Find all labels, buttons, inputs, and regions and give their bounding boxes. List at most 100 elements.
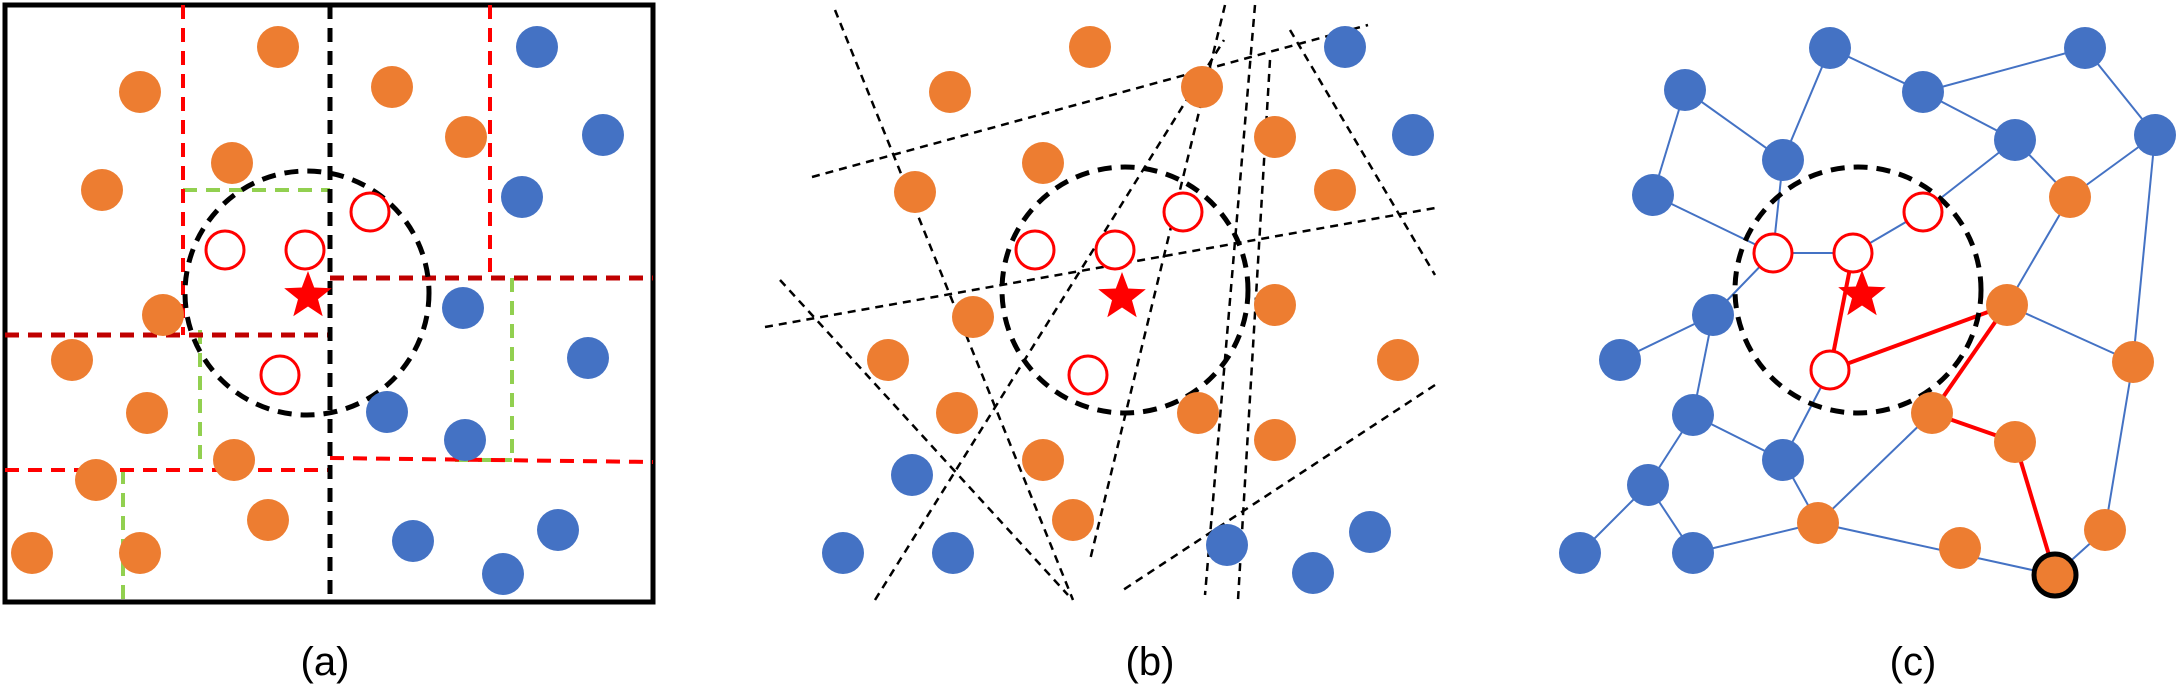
blue-data-point (516, 26, 558, 68)
blue-data-point (1349, 511, 1391, 553)
orange-data-point (929, 71, 971, 113)
orange-data-point (936, 392, 978, 434)
blue-data-point (482, 553, 524, 595)
hollow-red-circle-icon (1902, 191, 1944, 233)
blue-data-point (537, 509, 579, 551)
blue-graph-node (1762, 439, 1804, 481)
panel-a (2, 2, 656, 605)
orange-data-point (1314, 169, 1356, 211)
partition-line-red (329, 456, 654, 464)
blue-graph-node (2064, 27, 2106, 69)
orange-data-point (867, 339, 909, 381)
orange-data-point (1254, 419, 1296, 461)
orange-data-point (213, 439, 255, 481)
blue-data-point (1392, 114, 1434, 156)
graph-edge (2132, 134, 2156, 363)
search-radius-circle (182, 168, 432, 418)
blue-graph-node (1632, 174, 1674, 216)
orange-data-point (1022, 142, 1064, 184)
blue-data-point (1206, 524, 1248, 566)
orange-data-point (75, 459, 117, 501)
entry-graph-node (2031, 551, 2079, 599)
graph-edge (1922, 47, 2086, 93)
blue-graph-node (1627, 464, 1669, 506)
hollow-red-circle-icon (204, 229, 246, 271)
orange-data-point (894, 171, 936, 213)
orange-graph-node (2112, 341, 2154, 383)
search-path-edge (1930, 303, 2009, 415)
graph-edge (1692, 522, 1819, 554)
orange-data-point (126, 392, 168, 434)
blue-data-point (1292, 552, 1334, 594)
caption-b: (b) (1126, 640, 1175, 684)
orange-graph-node (1797, 502, 1839, 544)
blue-data-point (501, 176, 543, 218)
red-star-icon (1838, 270, 1886, 316)
hollow-red-circle-icon (1067, 354, 1109, 396)
orange-data-point (1069, 26, 1111, 68)
orange-data-point (119, 71, 161, 113)
blue-data-point (582, 114, 624, 156)
blue-data-point (366, 391, 408, 433)
orange-data-point (119, 532, 161, 574)
graph-edge (2104, 361, 2134, 531)
blue-graph-node (1692, 294, 1734, 336)
graph-edge (1817, 412, 1933, 524)
blue-graph-node (1672, 394, 1714, 436)
orange-data-point (1254, 284, 1296, 326)
orange-data-point (51, 339, 93, 381)
hyperplane-line (811, 23, 1369, 179)
blue-graph-node (1599, 339, 1641, 381)
hollow-red-circle-icon (1809, 349, 1851, 391)
blue-graph-node (1994, 119, 2036, 161)
caption-c: (c) (1890, 640, 1937, 684)
panel-c (1559, 27, 2176, 599)
blue-graph-node (2134, 114, 2176, 156)
orange-data-point (1177, 392, 1219, 434)
blue-data-point (822, 532, 864, 574)
caption-a: (a) (301, 640, 350, 684)
orange-data-point (952, 296, 994, 338)
blue-graph-node (1664, 69, 1706, 111)
hollow-red-circle-icon (1094, 229, 1136, 271)
orange-data-point (257, 26, 299, 68)
orange-data-point (247, 499, 289, 541)
hyperplane-line (873, 39, 1226, 601)
orange-graph-node (1939, 527, 1981, 569)
hyperplane-line (1088, 4, 1227, 561)
graph-edge (2006, 304, 2134, 363)
orange-data-point (371, 66, 413, 108)
blue-data-point (392, 520, 434, 562)
hollow-red-circle-icon (349, 191, 391, 233)
hyperplane-line (1122, 383, 1436, 592)
orange-data-point (142, 294, 184, 336)
hollow-red-circle-icon (1832, 232, 1874, 274)
blue-data-point (932, 532, 974, 574)
graph-edge (1817, 522, 2056, 576)
hollow-red-circle-icon (1014, 229, 1056, 271)
red-star-icon (284, 271, 332, 317)
orange-data-point (1254, 116, 1296, 158)
panel-b (764, 4, 1437, 601)
orange-graph-node (1911, 392, 1953, 434)
orange-data-point (1022, 439, 1064, 481)
blue-graph-node (1809, 27, 1851, 69)
hyperplane-line (779, 279, 1069, 596)
orange-data-point (81, 169, 123, 211)
blue-data-point (567, 337, 609, 379)
blue-data-point (442, 287, 484, 329)
orange-data-point (1181, 66, 1223, 108)
blue-graph-node (1559, 532, 1601, 574)
orange-data-point (211, 142, 253, 184)
blue-data-point (1324, 26, 1366, 68)
orange-graph-node (1986, 284, 2028, 326)
hyperplane-line (764, 206, 1436, 329)
hollow-red-circle-icon (284, 229, 326, 271)
search-radius-circle (999, 164, 1251, 416)
blue-graph-node (1902, 71, 1944, 113)
hyperplane-line (1203, 4, 1257, 596)
blue-data-point (891, 454, 933, 496)
blue-data-point (444, 419, 486, 461)
hyperplane-line (1288, 29, 1437, 276)
orange-data-point (11, 532, 53, 574)
